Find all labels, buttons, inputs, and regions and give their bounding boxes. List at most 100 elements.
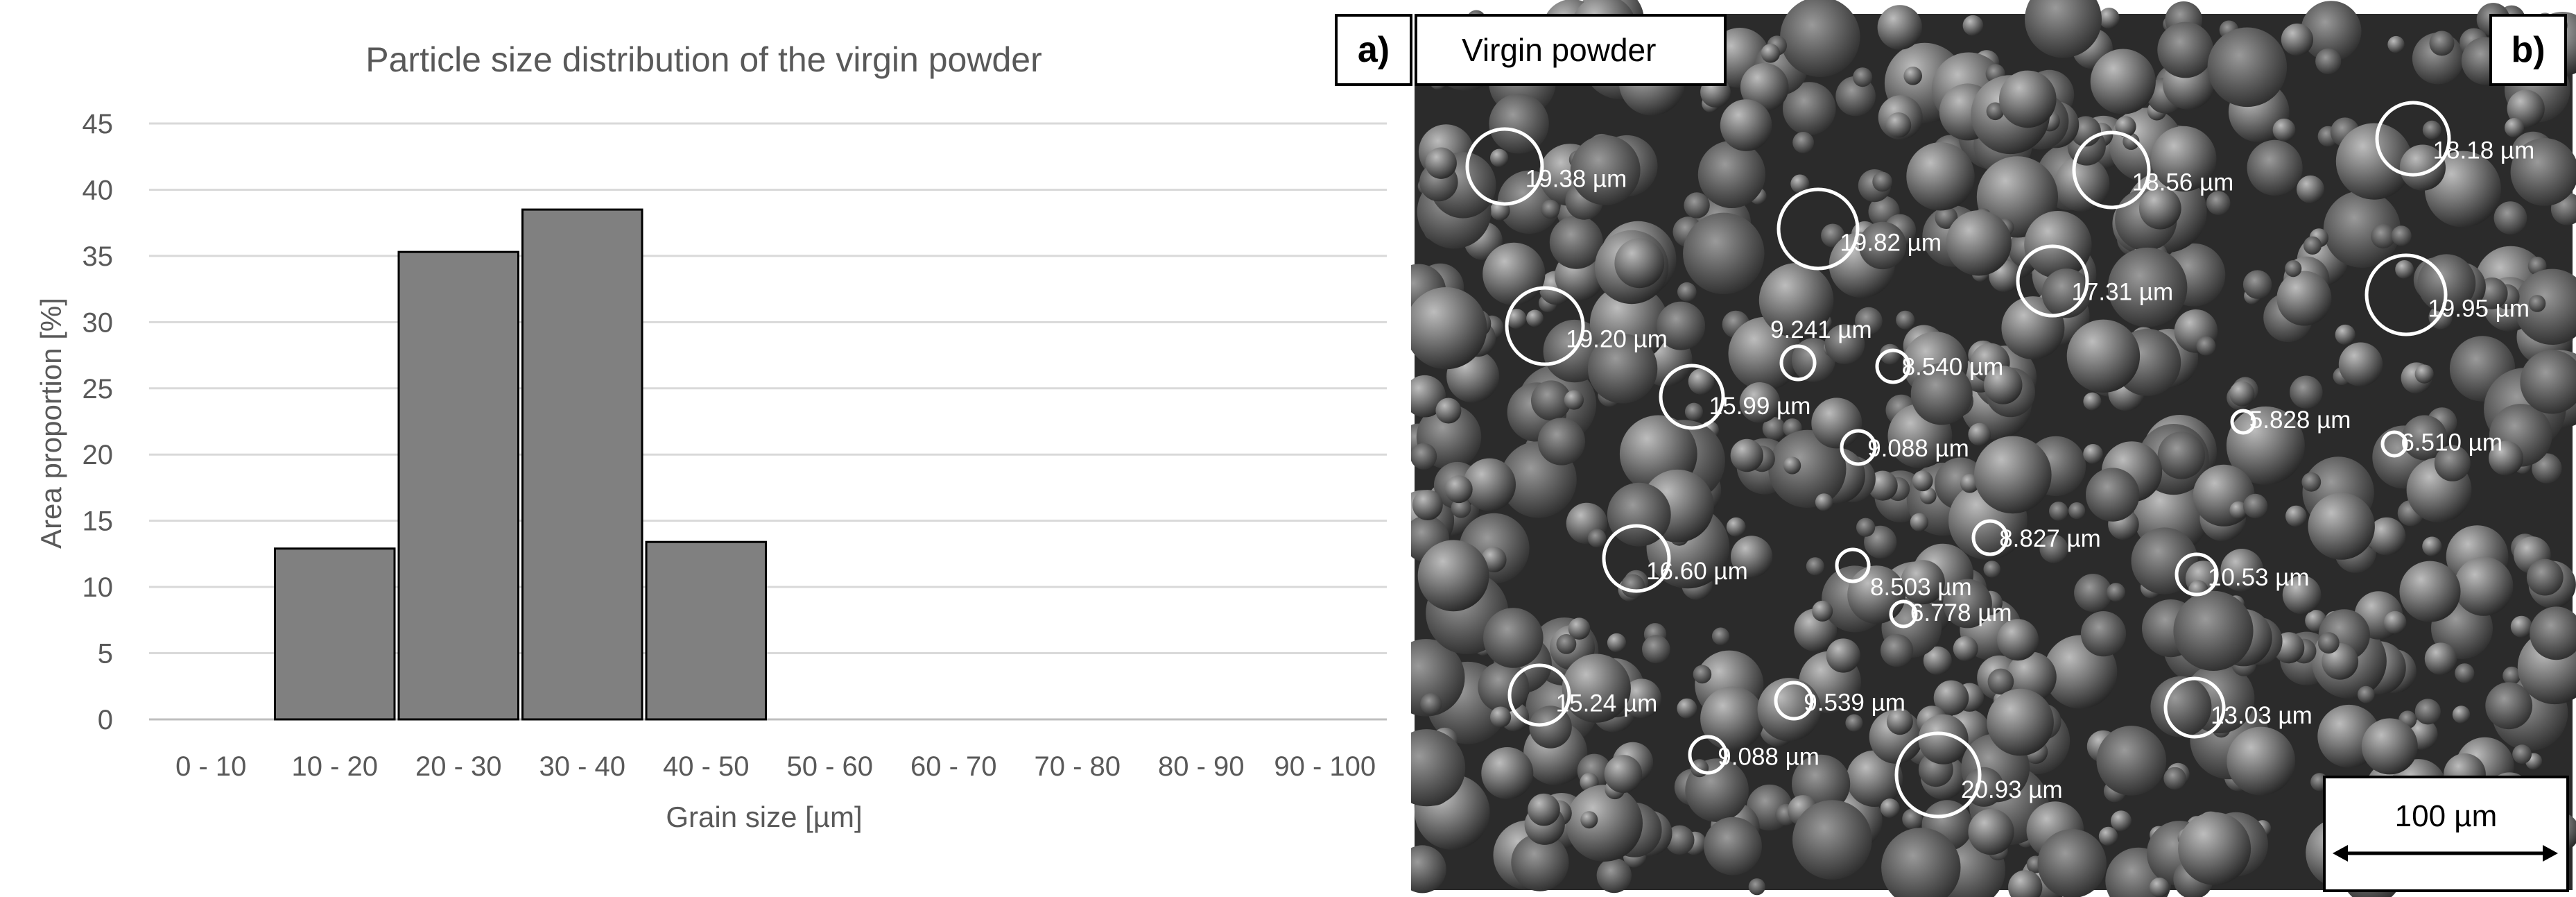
x-tick-label: 20 - 30 xyxy=(415,751,502,782)
powder-particle xyxy=(1855,307,1883,335)
powder-particle xyxy=(2338,342,2383,386)
powder-particle xyxy=(1815,493,1833,511)
powder-particle xyxy=(2367,517,2406,556)
powder-particle xyxy=(2303,236,2322,255)
powder-particle xyxy=(1858,221,1907,270)
powder-particle xyxy=(2512,744,2532,764)
powder-particle xyxy=(1896,310,1915,330)
powder-particle xyxy=(2285,505,2307,527)
powder-particle xyxy=(1811,398,1862,449)
powder-particle xyxy=(2096,726,2167,796)
powder-particle xyxy=(1711,627,1730,645)
powder-particle xyxy=(2301,472,2322,492)
measurement-label: 9.241 µm xyxy=(1770,316,1872,343)
y-tick-label: 10 xyxy=(83,572,114,603)
powder-particle xyxy=(2227,726,2296,796)
powder-particle xyxy=(2493,201,2527,234)
sem-micrograph: 19.38 µm 19.82 µm 18.56 µm 18.18 µm 17.31 µm… xyxy=(1411,0,2576,897)
measurement-circle xyxy=(1507,663,1571,727)
powder-particle xyxy=(2157,432,2206,479)
powder-particle xyxy=(2454,556,2514,616)
measurement-circle xyxy=(1688,735,1728,775)
powder-particle xyxy=(1657,301,1706,350)
powder-particle xyxy=(1731,536,1773,578)
sem-image-panel: 19.38 µm 19.82 µm 18.56 µm 18.18 µm 17.31 µm… xyxy=(1335,0,2576,897)
powder-particle xyxy=(1872,171,1892,192)
powder-particle xyxy=(2422,536,2442,556)
y-tick-label: 5 xyxy=(98,639,113,669)
y-tick-label: 40 xyxy=(83,175,114,205)
powder-particle xyxy=(1483,242,1546,305)
powder-particle xyxy=(1700,686,1765,751)
powder-particle xyxy=(1845,714,1863,732)
powder-particle xyxy=(1587,529,1607,547)
powder-particle xyxy=(1720,99,1772,151)
powder-particle xyxy=(2317,632,2340,654)
powder-particle xyxy=(2399,561,2461,622)
powder-particle xyxy=(2242,270,2272,299)
powder-particle xyxy=(1697,140,1765,208)
powder-particle xyxy=(2335,324,2355,345)
powder-particle xyxy=(2080,611,2127,657)
histogram-panel: Particle size distribution of the virgin… xyxy=(35,40,1387,833)
powder-particle xyxy=(2526,558,2564,596)
x-tick-label: 0 - 10 xyxy=(175,751,246,782)
powder-particle xyxy=(2530,606,2576,660)
powder-particle xyxy=(2039,534,2068,563)
measurement-circle xyxy=(1875,348,1911,384)
powder-particle xyxy=(2387,35,2405,53)
scale-bar: 100 µm xyxy=(2323,776,2569,892)
powder-particle xyxy=(1556,634,1577,654)
measurement-circle xyxy=(1505,286,1585,366)
powder-particle xyxy=(1531,380,1571,421)
panel-a-label: a) xyxy=(1335,14,1412,86)
measurement-label: 9.088 µm xyxy=(1867,435,1969,462)
powder-particle xyxy=(2150,676,2212,737)
powder-particle xyxy=(1587,334,1658,404)
measurement-label: 17.31 µm xyxy=(2072,279,2174,306)
measurement-label: 16.60 µm xyxy=(1646,558,1748,585)
y-tick-label: 45 xyxy=(83,109,114,139)
powder-particle xyxy=(1528,793,1560,826)
powder-particle xyxy=(2138,187,2181,230)
y-tick-label: 0 xyxy=(98,705,113,735)
powder-particle xyxy=(2001,296,2065,360)
measurement-circle xyxy=(2175,552,2219,597)
measurement-circle xyxy=(1835,547,1871,583)
powder-particle xyxy=(1580,811,1598,829)
powder-particle xyxy=(1481,747,1534,799)
x-tick-label: 60 - 70 xyxy=(910,751,997,782)
powder-particle xyxy=(1946,210,2012,276)
powder-particle xyxy=(1730,438,1763,472)
powder-particle xyxy=(2422,120,2441,139)
histogram-chart: Particle size distribution of the virgin… xyxy=(35,40,1387,833)
powder-particle xyxy=(2083,444,2103,464)
powder-particle xyxy=(2434,445,2471,481)
powder-particle xyxy=(2037,829,2107,897)
measurement-circle xyxy=(2375,101,2451,177)
powder-particle xyxy=(2489,441,2523,476)
measurement-circle xyxy=(2230,409,2256,435)
powder-particle xyxy=(2361,718,2418,775)
powder-particle xyxy=(2090,49,2156,114)
powder-particle xyxy=(2505,118,2525,138)
powder-particle xyxy=(2083,392,2102,411)
powder-particle xyxy=(1506,309,1527,329)
measurement-label: 15.99 µm xyxy=(1709,393,1811,420)
powder-particle xyxy=(2107,583,2125,601)
powder-particle xyxy=(1943,579,1992,629)
powder-particle xyxy=(1757,678,1821,742)
measurement-circle xyxy=(1840,429,1877,466)
powder-particle xyxy=(1968,809,2014,855)
powder-particle xyxy=(1923,646,1952,675)
powder-particle xyxy=(1881,828,1961,897)
powder-particle xyxy=(2024,211,2092,279)
powder-particle xyxy=(2111,810,2132,832)
powder-particle xyxy=(1748,878,1765,896)
powder-particle xyxy=(1880,798,1900,818)
x-tick-label: 50 - 60 xyxy=(786,751,873,782)
powder-particle xyxy=(1983,366,2023,404)
measurement-label: 6.778 µm xyxy=(1910,599,2012,626)
powder-particle xyxy=(1537,418,1586,465)
measurement-circle xyxy=(1774,681,1814,721)
